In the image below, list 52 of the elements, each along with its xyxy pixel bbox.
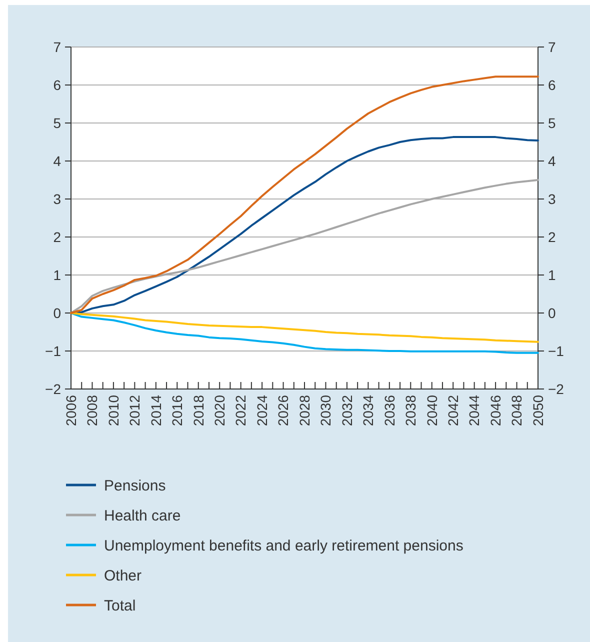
x-tick-label: 2008: [84, 394, 100, 426]
x-tick-label: 2020: [211, 394, 228, 426]
legend-label: Other: [104, 567, 142, 584]
x-tick-label: 2022: [232, 394, 249, 426]
x-tick-label: 2048: [508, 394, 525, 426]
x-tick-label: 2034: [360, 394, 376, 426]
y2-tick-label: −2: [548, 380, 564, 397]
x-tick-label: 2026: [275, 394, 292, 426]
y-tick-label: 1: [53, 266, 62, 283]
x-tick-label: 2012: [126, 394, 143, 426]
y2-tick-label: −1: [548, 342, 564, 359]
x-tick-label: 2050: [530, 394, 546, 426]
y-tick-label: 4: [53, 152, 62, 169]
line-series: [70, 312, 539, 354]
y-tick-label: −1: [45, 342, 62, 359]
x-tick-label: 2036: [381, 394, 398, 426]
y-tick-label: −2: [45, 380, 62, 397]
y-tick-label: 2: [53, 228, 62, 245]
y2-tick-label: 5: [548, 114, 556, 131]
line-series: [70, 179, 539, 314]
x-tick-label: 2032: [338, 394, 355, 426]
x-tick-label: 2038: [402, 394, 419, 426]
x-tick-label: 2024: [254, 394, 270, 426]
x-tick-label: 2046: [487, 394, 504, 426]
y2-tick-label: 2: [548, 228, 556, 245]
x-tick-label: 2014: [148, 394, 164, 426]
legend-label: Health care: [104, 507, 181, 524]
y-tick-label: 0: [53, 304, 62, 321]
y2-tick-label: 6: [548, 76, 556, 93]
x-tick-label: 2006: [62, 394, 79, 426]
x-tick-label: 2040: [424, 394, 440, 426]
x-tick-label: 2010: [105, 394, 122, 426]
line-series: [70, 312, 539, 343]
y2-tick-label: 1: [548, 266, 556, 283]
x-tick-label: 2044: [466, 394, 482, 426]
x-tick-label: 2030: [318, 394, 334, 426]
y2-tick-label: 7: [548, 38, 556, 55]
y-tick-label: 6: [53, 76, 62, 93]
legend-label: Pensions: [104, 477, 166, 494]
y-tick-label: 3: [53, 190, 62, 207]
legend-label: Unemployment benefits and early retirement pensions: [104, 537, 464, 554]
x-tick-label: 2028: [296, 394, 312, 426]
y2-tick-label: 3: [548, 190, 556, 207]
x-tick-label: 2016: [169, 394, 186, 426]
y-tick-label: 5: [53, 114, 62, 131]
line-series: [70, 76, 539, 314]
y-tick-label: 7: [53, 38, 62, 55]
y2-tick-label: 0: [548, 304, 556, 321]
legend-label: Total: [104, 597, 136, 614]
x-tick-label: 2018: [190, 394, 206, 426]
y2-tick-label: 4: [548, 152, 556, 169]
x-tick-label: 2042: [444, 394, 461, 426]
